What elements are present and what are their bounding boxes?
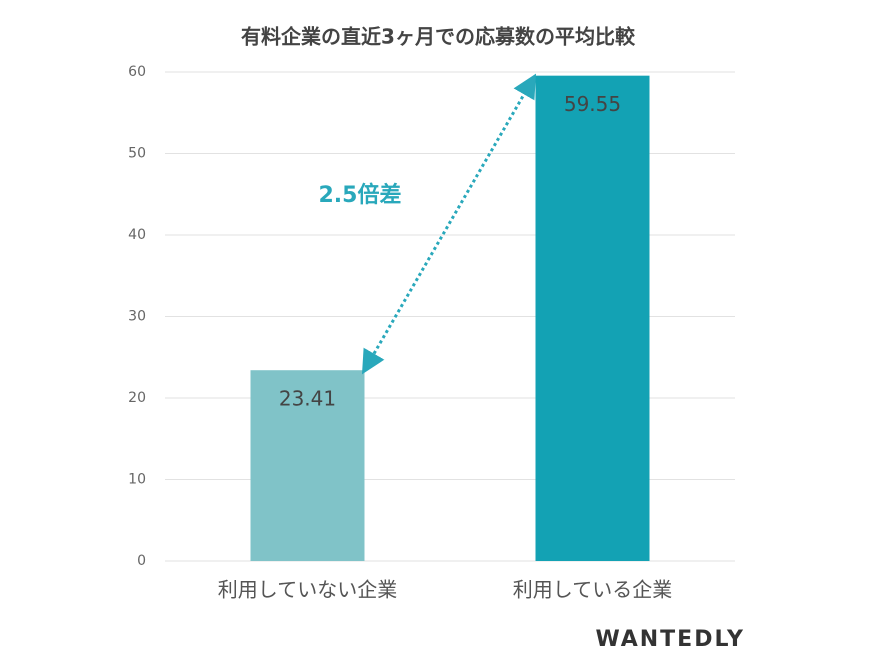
y-tick-label: 0	[137, 553, 146, 569]
value-label: 23.41	[279, 387, 336, 411]
comparison-arrow	[361, 73, 537, 375]
bars: 利用していない企業 23.41 利用している企業 59.55	[218, 75, 672, 602]
value-label: 59.55	[564, 92, 621, 116]
y-tick-label: 10	[128, 472, 146, 488]
bar	[535, 75, 650, 561]
y-tick-label: 50	[128, 146, 146, 162]
x-tick-label: 利用している企業	[513, 578, 672, 602]
watermark: WANTEDLY	[595, 627, 745, 652]
y-tick-label: 40	[128, 227, 146, 243]
annotation: 2.5倍差	[319, 182, 402, 208]
chart-title: 有料企業の直近3ヶ月での応募数の平均比較	[241, 25, 636, 49]
y-tick-label: 30	[128, 309, 146, 325]
y-tick-label: 60	[128, 64, 146, 80]
x-tick-label: 利用していない企業	[218, 578, 397, 602]
bar	[250, 370, 365, 561]
y-tick-label: 20	[128, 390, 146, 406]
